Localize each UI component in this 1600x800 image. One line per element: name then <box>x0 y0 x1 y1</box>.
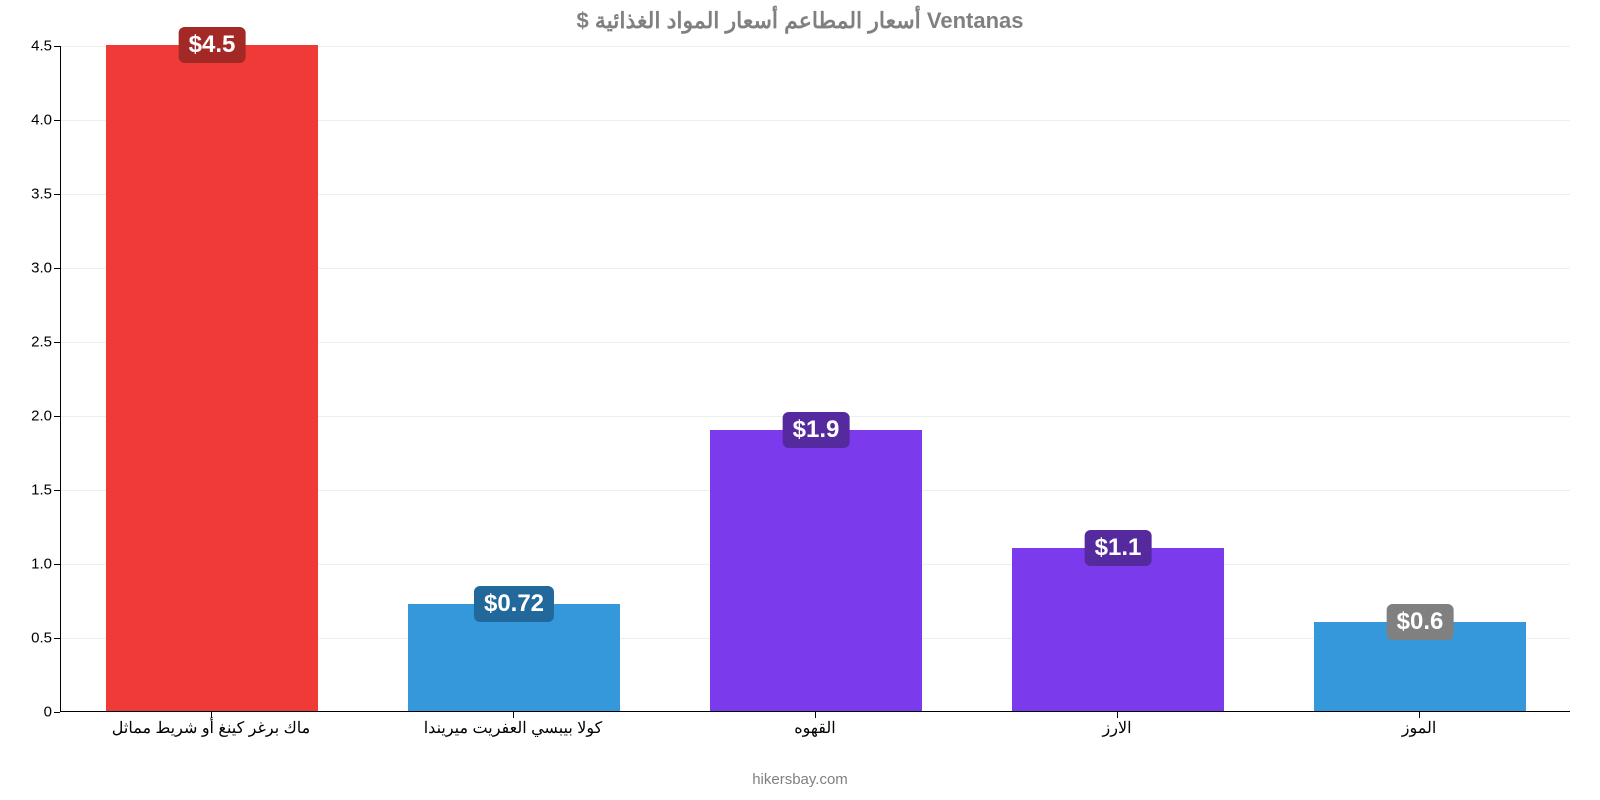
y-tick-label: 3.5 <box>31 186 52 203</box>
value-badge: $1.1 <box>1085 530 1152 566</box>
y-tick-label: 1.0 <box>31 556 52 573</box>
value-badge: $0.72 <box>474 586 554 622</box>
x-tick-label: القهوه <box>794 718 835 738</box>
y-tick-mark <box>54 712 60 713</box>
y-tick-label: 0 <box>44 704 52 721</box>
value-badge: $0.6 <box>1387 604 1454 640</box>
y-tick-label: 0.5 <box>31 630 52 647</box>
y-tick-label: 4.0 <box>31 112 52 129</box>
bar <box>710 430 921 711</box>
x-tick-mark <box>1419 712 1420 718</box>
x-tick-label: الموز <box>1402 718 1437 738</box>
y-tick-label: 2.0 <box>31 408 52 425</box>
y-tick-label: 1.5 <box>31 482 52 499</box>
y-tick-label: 2.5 <box>31 334 52 351</box>
bar <box>1012 548 1223 711</box>
plot-area: $4.5$0.72$1.9$1.1$0.6 <box>60 46 1570 712</box>
x-tick-label: ماك برغر كينغ أو شريط مماثل <box>112 718 310 738</box>
y-tick-label: 3.0 <box>31 260 52 277</box>
x-tick-label: الارز <box>1102 718 1131 738</box>
value-badge: $1.9 <box>783 412 850 448</box>
value-badge: $4.5 <box>179 27 246 63</box>
bar <box>106 45 317 711</box>
x-tick-mark <box>513 712 514 718</box>
x-tick-label: كولا بيبسي العفريت ميريندا <box>424 718 603 738</box>
source-attribution: hikersbay.com <box>0 771 1600 788</box>
y-tick-label: 4.5 <box>31 38 52 55</box>
x-tick-mark <box>815 712 816 718</box>
chart-container: $ أسعار المطاعم أسعار المواد الغذائية Ve… <box>0 0 1600 800</box>
x-tick-mark <box>1117 712 1118 718</box>
x-tick-mark <box>211 712 212 718</box>
